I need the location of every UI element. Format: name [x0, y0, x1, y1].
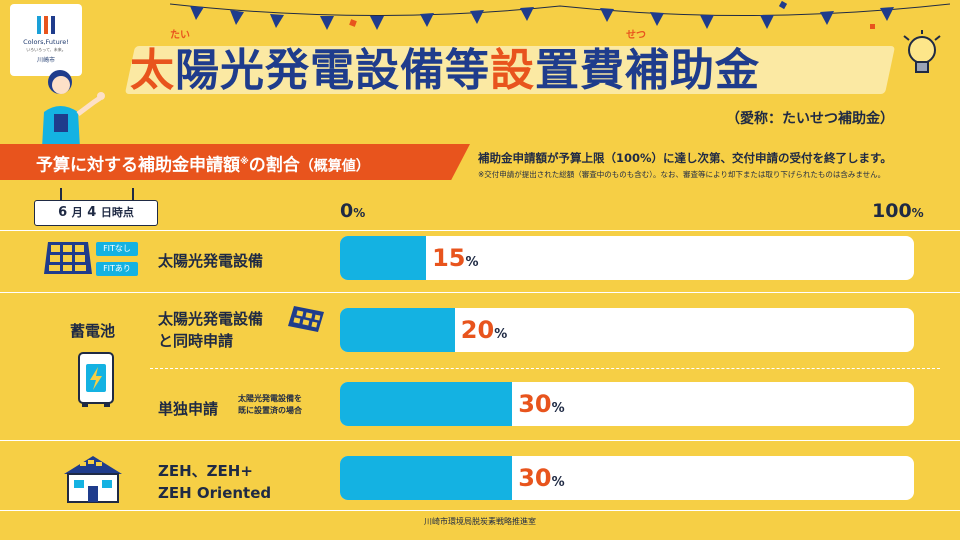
- standalone-note-line2: 既に設置済の場合: [238, 406, 302, 415]
- date-suffix: 日時点: [100, 206, 134, 219]
- title-char-2: 設: [490, 45, 535, 96]
- nickname-label: （愛称：たいせつ補助金）: [726, 111, 894, 127]
- title-part-2: 置費補助金: [535, 45, 760, 96]
- date-day: 4: [87, 205, 97, 220]
- solar-panel-icon: [44, 242, 92, 274]
- footer-department: 川崎市環境局脱炭素戦略推進室: [424, 517, 536, 526]
- fit-without-tag: FITなし: [96, 242, 138, 256]
- title-ruby-1: たい: [170, 30, 190, 41]
- zeh-house-icon: [64, 456, 122, 503]
- bar-value-standalone: 30%: [518, 390, 565, 418]
- row-divider-dashed: [150, 368, 940, 369]
- title-part-1: 陽光発電設備等: [175, 45, 490, 96]
- bar-value-zeh: 30%: [518, 464, 565, 492]
- bar-track-solar: [340, 236, 914, 280]
- fit-with-tag: FITあり: [96, 262, 138, 276]
- standalone-note-line1: 太陽光発電設備を: [238, 394, 302, 403]
- section-banner: 予算に対する補助金申請額※の割合（概算値）: [0, 144, 470, 180]
- banner-title: 予算に対する補助金申請額: [36, 155, 240, 176]
- row-label-standalone: 単独申請: [158, 400, 219, 418]
- title-char-1: 太: [130, 45, 175, 96]
- kawasaki-logo: Colors,Future! いろいろって、未来。 川崎市: [10, 4, 82, 76]
- row-divider: [0, 292, 960, 293]
- bar-value-simultaneous: 20%: [460, 316, 508, 344]
- row-label-simultaneous-line2: と同時申請: [158, 332, 234, 350]
- notice-text: 補助金申請額が予算上限（100%）に達し次第、交付申請の受付を終了します。: [478, 151, 892, 165]
- bar-track-standalone: [340, 382, 914, 426]
- bar-fill-standalone: [340, 382, 513, 426]
- footnote-text: ※交付申請が提出された総額（審査中のものも含む）。なお、審査等により却下または取…: [478, 170, 886, 179]
- title-ruby-2: せつ: [626, 30, 646, 41]
- row-label-zeh-line1: ZEH、ZEH+: [158, 462, 253, 480]
- bar-value-solar: 15%: [432, 244, 479, 272]
- bar-track-zeh: [340, 456, 914, 500]
- as-of-date-tag: 6 月 4 日時点: [34, 200, 158, 226]
- date-month: 6: [58, 205, 68, 220]
- logo-city-name: 川崎市: [36, 57, 55, 64]
- date-month-unit: 月: [71, 206, 83, 219]
- row-label-simultaneous-line1: 太陽光発電設備: [158, 310, 264, 328]
- scale-max-label: 100%: [872, 200, 924, 222]
- row-label-solar: 太陽光発電設備: [158, 252, 264, 270]
- scale-min-label: 0%: [340, 200, 366, 222]
- bar-fill-zeh: [340, 456, 513, 500]
- row-divider: [0, 510, 960, 511]
- row-label-zeh-line2: ZEH Oriented: [158, 484, 272, 502]
- row-divider: [0, 440, 960, 441]
- row-divider: [0, 230, 960, 231]
- banner-footnote-mark: ※: [240, 157, 249, 167]
- group-label-storage: 蓄電池: [70, 322, 116, 340]
- date-tag-string: [60, 188, 62, 200]
- date-tag-string: [132, 188, 134, 200]
- bar-fill-solar: [340, 236, 427, 280]
- logo-mark: [37, 16, 55, 34]
- bar-fill-simultaneous: [340, 308, 455, 352]
- lightbulb-icon: [903, 30, 941, 73]
- presenter-illustration: [42, 70, 105, 148]
- storage-battery-icon: [78, 352, 114, 407]
- solar-panel-small-icon: [288, 306, 324, 332]
- logo-subtagline: いろいろって、未来。: [26, 47, 66, 52]
- banner-title-tail: の割合: [248, 155, 300, 176]
- banner-estimate-label: （概算値）: [299, 158, 370, 175]
- page-title: 太陽光発電設備等設置費補助金 たい せつ: [124, 30, 910, 102]
- bar-track-simultaneous: [340, 308, 914, 352]
- bunting-decoration: [170, 0, 950, 30]
- logo-tagline: Colors,Future!: [23, 38, 69, 46]
